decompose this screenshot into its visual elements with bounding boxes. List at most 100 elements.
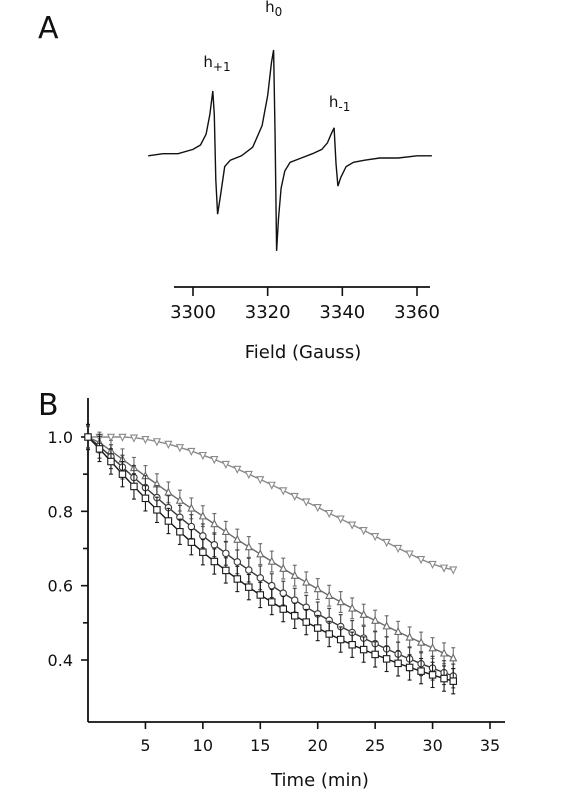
data-point-triangle xyxy=(449,653,458,662)
data-point-square xyxy=(394,659,402,668)
data-point-triangle xyxy=(267,556,276,565)
data-point-square xyxy=(199,548,207,556)
data-point-inverted-triangle xyxy=(152,438,162,447)
data-point-square xyxy=(222,566,230,575)
data-point-inverted-triangle xyxy=(244,470,253,480)
peak-label-subscript: +1 xyxy=(213,60,231,74)
panel-b-x-tick-label: 5 xyxy=(140,736,150,755)
data-point-inverted-triangle xyxy=(428,560,437,570)
data-point-square xyxy=(336,635,345,644)
peak-labels: h+1 h0 h-1 xyxy=(203,0,350,114)
panel-a-x-axis-label: Field (Gauss) xyxy=(245,342,361,363)
data-point-square xyxy=(233,575,242,583)
data-point-inverted-triangle xyxy=(359,527,368,536)
data-point-square xyxy=(359,645,368,654)
panel-a-x-tick-label: 3360 xyxy=(394,302,440,323)
series-circle xyxy=(84,424,457,689)
data-point-triangle xyxy=(290,570,299,579)
panel-b-x-tick-label: 15 xyxy=(250,736,270,755)
data-point-square xyxy=(371,650,379,659)
data-point-inverted-triangle xyxy=(129,434,139,443)
series-inverted-triangle xyxy=(83,433,458,575)
data-point-square xyxy=(256,591,265,599)
panel-b-y-tick-label: 0.6 xyxy=(48,577,73,596)
data-point-square xyxy=(279,605,288,613)
panel-b-y-tick-label: 0.4 xyxy=(48,651,73,670)
panel-b-y-ticks: 0.4 0.6 0.8 1.0 xyxy=(48,428,88,670)
data-point-square xyxy=(449,677,457,685)
data-point-inverted-triangle xyxy=(394,544,403,554)
data-point-triangle xyxy=(279,563,288,572)
peak-label: h+1 xyxy=(203,53,230,74)
data-point-square xyxy=(118,470,127,478)
data-point-square xyxy=(428,671,437,679)
peak-label: h0 xyxy=(265,0,282,19)
data-point-circle xyxy=(187,522,196,531)
data-point-inverted-triangle xyxy=(106,433,116,442)
panel-a-x-tick-label: 3340 xyxy=(319,302,365,323)
data-point-circle xyxy=(233,558,242,566)
data-point-triangle xyxy=(394,626,403,636)
data-point-square xyxy=(313,624,322,632)
data-point-square xyxy=(210,557,219,566)
data-point-triangle xyxy=(405,632,414,641)
panel-a-x-tick-label: 3320 xyxy=(245,302,291,323)
data-point-square xyxy=(130,482,138,491)
panel-b-x-tick-label: 10 xyxy=(193,736,213,755)
data-point-inverted-triangle xyxy=(371,532,380,542)
data-point-inverted-triangle xyxy=(290,492,299,502)
data-point-triangle xyxy=(313,584,322,593)
panel-b-x-tick-label: 35 xyxy=(480,736,500,755)
panel-b-letter: B xyxy=(38,388,59,423)
data-point-triangle xyxy=(233,534,242,543)
data-point-inverted-triangle xyxy=(416,556,426,565)
data-point-inverted-triangle xyxy=(233,465,242,474)
panel-a-x-ticks: 3300 3320 3340 3360 xyxy=(170,287,440,323)
data-point-inverted-triangle xyxy=(256,476,265,485)
panel-b-x-ticks: 5 10 15 20 25 30 35 xyxy=(140,722,500,755)
data-point-square xyxy=(141,494,150,503)
panel-b-y-tick-label: 1.0 xyxy=(48,428,73,447)
data-point-square xyxy=(417,667,425,675)
data-point-inverted-triangle xyxy=(336,515,345,524)
data-point-triangle xyxy=(256,549,265,558)
panel-b-x-tick-label: 20 xyxy=(308,736,328,755)
data-point-square xyxy=(302,618,310,626)
panel-b-series xyxy=(83,423,458,695)
peak-label-subscript: -1 xyxy=(338,100,350,114)
data-point-square xyxy=(440,674,448,683)
panel-a: A h+1 h0 h-1 3300 3320 3340 3360 Field (Gauss… xyxy=(38,0,440,363)
data-point-circle xyxy=(199,532,207,540)
data-point-inverted-triangle xyxy=(175,444,184,453)
data-point-triangle xyxy=(359,609,368,618)
data-point-circle xyxy=(210,541,219,549)
data-point-circle xyxy=(268,581,276,590)
data-point-inverted-triangle xyxy=(164,440,173,449)
data-point-triangle xyxy=(221,526,230,536)
data-point-inverted-triangle xyxy=(279,487,288,496)
data-point-square xyxy=(164,517,173,525)
panel-b-x-tick-label: 30 xyxy=(422,736,442,755)
data-point-triangle xyxy=(210,519,219,528)
data-point-inverted-triangle xyxy=(382,538,391,548)
data-point-circle xyxy=(222,549,230,558)
data-point-circle xyxy=(290,596,299,604)
data-point-inverted-triangle xyxy=(313,503,322,513)
epr-spectrum-line xyxy=(148,49,432,251)
data-point-square xyxy=(107,457,115,466)
data-point-inverted-triangle xyxy=(449,566,458,575)
data-point-triangle xyxy=(164,487,173,496)
data-point-square xyxy=(268,598,276,606)
data-point-triangle xyxy=(336,597,345,606)
data-point-inverted-triangle xyxy=(198,451,207,461)
data-point-square xyxy=(187,538,196,546)
data-point-circle xyxy=(245,566,253,574)
data-point-square xyxy=(382,655,391,663)
data-point-triangle xyxy=(198,511,207,520)
panel-b-y-tick-label: 0.8 xyxy=(48,502,73,521)
panel-a-x-tick-label: 3300 xyxy=(170,302,216,323)
data-point-inverted-triangle xyxy=(141,435,150,445)
data-point-square xyxy=(95,445,104,453)
data-point-triangle xyxy=(244,542,253,551)
